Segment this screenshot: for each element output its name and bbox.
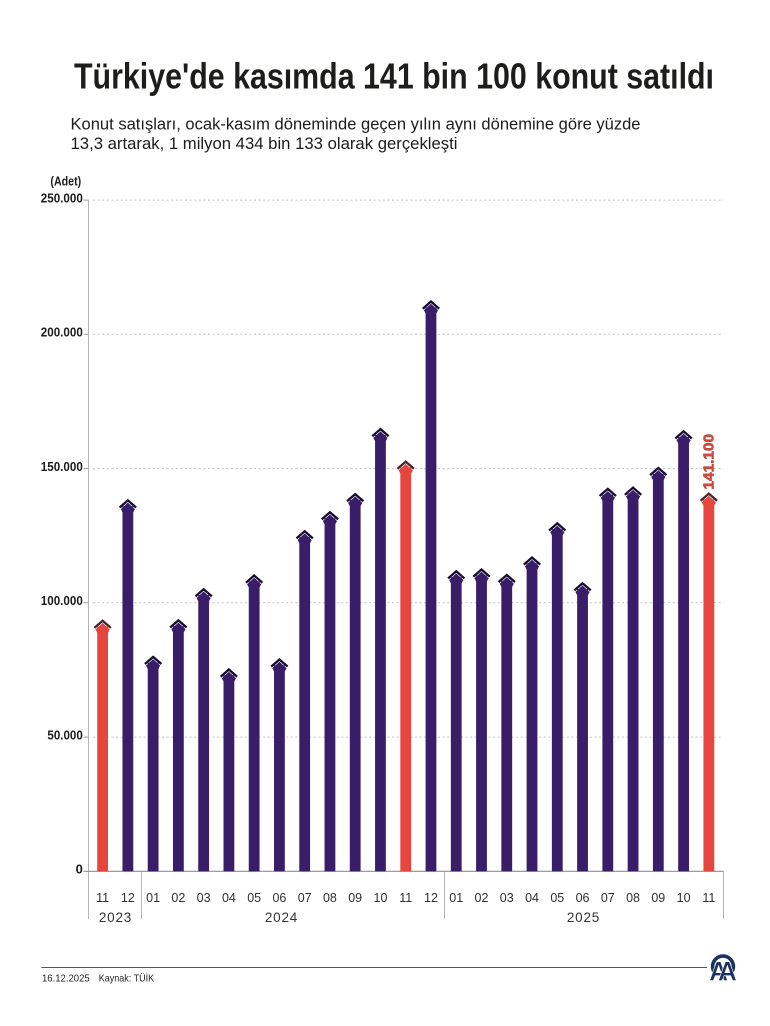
svg-text:Türkiye'de kasımda 141 bin 100: Türkiye'de kasımda 141 bin 100 konut sat… <box>74 56 714 97</box>
svg-text:04: 04 <box>525 891 539 905</box>
svg-text:0: 0 <box>76 862 83 877</box>
svg-text:250.000: 250.000 <box>41 191 83 206</box>
svg-text:09: 09 <box>651 891 665 905</box>
svg-text:2024: 2024 <box>265 910 298 925</box>
svg-text:09: 09 <box>348 891 362 905</box>
svg-text:Kaynak: TÜİK: Kaynak: TÜİK <box>99 972 155 985</box>
svg-text:50.000: 50.000 <box>47 728 82 743</box>
svg-text:06: 06 <box>576 891 590 905</box>
svg-text:10: 10 <box>677 891 691 905</box>
svg-text:02: 02 <box>171 891 185 905</box>
svg-text:06: 06 <box>272 891 286 905</box>
svg-text:03: 03 <box>500 891 514 905</box>
svg-text:03: 03 <box>197 891 211 905</box>
svg-text:13,3 artarak, 1 milyon 434 bin: 13,3 artarak, 1 milyon 434 bin 133 olara… <box>71 135 458 153</box>
svg-text:07: 07 <box>601 891 615 905</box>
svg-text:02: 02 <box>475 891 489 905</box>
svg-text:Konut satışları, ocak-kasım dö: Konut satışları, ocak-kasım döneminde ge… <box>71 116 641 134</box>
svg-text:12: 12 <box>424 891 438 905</box>
svg-text:04: 04 <box>222 891 236 905</box>
svg-text:11: 11 <box>96 891 109 905</box>
svg-text:141.100: 141.100 <box>700 434 717 490</box>
svg-text:11: 11 <box>702 891 715 905</box>
svg-text:05: 05 <box>247 891 261 905</box>
svg-text:08: 08 <box>626 891 640 905</box>
svg-text:01: 01 <box>146 891 160 905</box>
svg-text:08: 08 <box>323 891 337 905</box>
svg-text:2023: 2023 <box>99 910 132 925</box>
svg-text:12: 12 <box>121 891 135 905</box>
svg-text:200.000: 200.000 <box>41 325 83 340</box>
svg-text:2025: 2025 <box>567 910 600 925</box>
svg-text:16.12.2025: 16.12.2025 <box>42 973 90 985</box>
svg-text:100.000: 100.000 <box>41 593 83 608</box>
svg-text:11: 11 <box>399 891 412 905</box>
svg-text:10: 10 <box>374 891 388 905</box>
svg-text:05: 05 <box>550 891 564 905</box>
svg-text:01: 01 <box>449 891 463 905</box>
svg-text:(Adet): (Adet) <box>50 174 81 188</box>
svg-text:150.000: 150.000 <box>41 459 83 474</box>
svg-text:07: 07 <box>298 891 312 905</box>
